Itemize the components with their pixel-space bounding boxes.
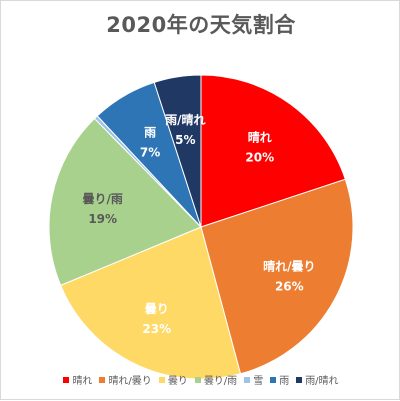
slice-category-label: 晴れ/曇り [263, 259, 315, 274]
slice-percent-label: 23% [142, 322, 171, 336]
pie-slice [60, 226, 242, 380]
pie-slice [48, 117, 202, 287]
legend-swatch [99, 376, 106, 383]
legend: 晴れ 晴れ/曇り 曇り 曇り/雨 雪 雨 雨/晴れ [1, 372, 400, 387]
legend-label: 曇り/雨 [203, 376, 238, 387]
legend-label: 晴れ/曇り [108, 376, 152, 387]
slice-category-label: 雨 [144, 126, 156, 140]
legend-item: 雨 [270, 372, 289, 387]
legend-label: 晴れ [72, 376, 93, 387]
slice-percent-label: 19% [88, 212, 117, 226]
legend-swatch [158, 376, 165, 383]
legend-label: 雨 [279, 376, 290, 387]
slice-category-label: 晴れ [248, 130, 272, 145]
legend-label: 曇り [167, 376, 188, 387]
legend-label: 雪 [253, 376, 264, 387]
slice-category-label: 雨/晴れ [165, 112, 205, 127]
legend-item: 曇り [158, 372, 188, 387]
legend-swatch [296, 376, 303, 383]
legend-item: 晴れ/曇り [99, 372, 152, 387]
slice-percent-label: 7% [140, 146, 160, 160]
legend-item: 曇り/雨 [194, 372, 238, 387]
chart-title: 2020年の天気割合 [106, 13, 296, 37]
legend-swatch [194, 376, 201, 383]
legend-swatch [270, 376, 277, 383]
legend-item: 雨/晴れ [296, 372, 339, 387]
slice-category-label: 曇り [145, 302, 169, 316]
legend-item: 雪 [244, 372, 263, 387]
legend-label: 雨/晴れ [305, 376, 339, 387]
legend-item: 晴れ [63, 372, 92, 387]
pie-slice [200, 74, 346, 228]
slice-percent-label: 20% [245, 151, 274, 165]
legend-swatch [244, 376, 251, 383]
slice-category-label: 曇り/雨 [82, 192, 122, 206]
pie-slice [200, 178, 354, 375]
pie-slice [153, 74, 202, 228]
slice-percent-label: 26% [275, 280, 304, 294]
slice-percent-label: 5% [175, 133, 195, 147]
legend-swatch [63, 376, 70, 383]
